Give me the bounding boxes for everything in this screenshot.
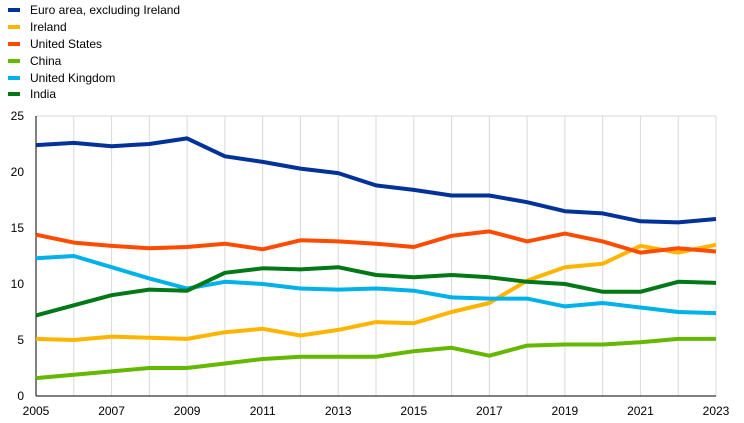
x-tick-label: 2007 (98, 404, 125, 418)
y-tick-label: 10 (11, 277, 25, 291)
gridlines (35, 115, 717, 396)
legend-item: India (8, 86, 180, 103)
x-tick-label: 2015 (400, 404, 427, 418)
x-tick-label: 2005 (23, 404, 50, 418)
series-line (35, 265, 717, 318)
legend-swatch (8, 75, 20, 80)
legend-label: China (30, 53, 62, 68)
legend-label: United Kingdom (30, 70, 116, 85)
legend-label: United States (30, 36, 103, 51)
legend-swatch (8, 58, 20, 63)
legend-label: Ireland (30, 20, 67, 35)
legend-swatch (8, 92, 20, 97)
x-tick-label: 2009 (174, 404, 201, 418)
legend-item: United States (8, 36, 180, 53)
legend-swatch (8, 25, 20, 30)
y-tick-label: 25 (11, 109, 25, 123)
x-tick-label: 2021 (627, 404, 654, 418)
series-line (35, 136, 717, 225)
series-line (35, 229, 717, 255)
x-tick-label: 2017 (476, 404, 503, 418)
series-line (35, 336, 716, 381)
x-tick-label: 2011 (250, 404, 276, 418)
legend-label: Euro area, excluding Ireland (30, 3, 181, 18)
y-tick-label: 5 (17, 333, 24, 347)
legend-item: United Kingdom (8, 69, 180, 86)
legend-item: China (8, 52, 180, 69)
y-tick-label: 15 (11, 221, 25, 235)
series-line (35, 242, 717, 342)
x-tick-label: 2013 (325, 404, 352, 418)
y-tick-label: 0 (17, 389, 24, 403)
legend-swatch (8, 41, 20, 46)
x-tick-label: 2019 (552, 404, 579, 418)
y-tick-label: 20 (11, 165, 25, 179)
legend-item: Euro area, excluding Ireland (8, 2, 180, 19)
series-line (35, 254, 717, 316)
legend-label: India (30, 87, 57, 102)
x-tick-label: 2023 (703, 404, 730, 418)
legend-item: Ireland (8, 19, 180, 36)
legend-swatch (8, 8, 20, 13)
legend: Euro area, excluding Ireland Ireland Unite… (8, 2, 180, 103)
